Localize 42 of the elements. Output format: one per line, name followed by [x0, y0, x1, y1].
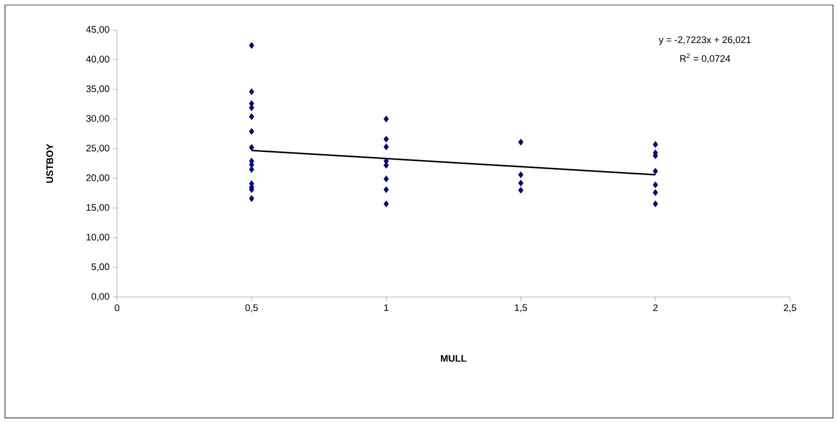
point	[249, 42, 254, 49]
point	[652, 200, 658, 208]
point	[384, 116, 389, 122]
x-tick-label: 2,5	[784, 304, 796, 312]
x-tick-label: 0,5	[245, 304, 258, 312]
annotation: R$^{2}$ = 0,0724	[680, 53, 730, 64]
y-tick-label: 25,00	[86, 144, 110, 153]
point	[652, 141, 658, 148]
point	[249, 113, 254, 120]
point	[249, 144, 254, 151]
y-tick-label: 20,00	[86, 174, 110, 182]
y-tick-label: 5,00	[92, 263, 110, 272]
x-tick-label: 2	[653, 304, 658, 311]
point	[384, 186, 389, 193]
point	[249, 166, 254, 173]
point	[518, 138, 524, 146]
x-axis-title: MULL	[440, 355, 466, 362]
point	[518, 171, 524, 178]
y-tick-label: 45,00	[86, 26, 110, 34]
point	[652, 168, 658, 175]
point	[384, 143, 389, 150]
y-tick-label: 40,00	[86, 56, 110, 64]
y-tick-label: 15,00	[86, 204, 110, 212]
y-tick-label: 0,00	[92, 293, 110, 301]
point	[652, 181, 658, 188]
point	[652, 189, 658, 196]
point	[384, 176, 389, 182]
x-tick-label: 1	[384, 304, 388, 311]
point	[384, 136, 389, 143]
point	[249, 88, 254, 96]
y-tick-label: 35,00	[86, 85, 110, 94]
point	[249, 195, 254, 202]
point	[249, 128, 254, 135]
point	[384, 200, 389, 208]
point	[518, 186, 524, 194]
x-tick-label: 0	[114, 304, 120, 312]
x-tick-label: 1,5	[514, 304, 528, 312]
y-axis-title: USTBOY	[46, 144, 54, 183]
point	[518, 180, 524, 186]
annotation: y = -2,7223x + 26,021	[658, 36, 751, 45]
y-tick-label: 30,00	[86, 115, 110, 123]
y-tick-label: 10,00	[86, 234, 110, 242]
